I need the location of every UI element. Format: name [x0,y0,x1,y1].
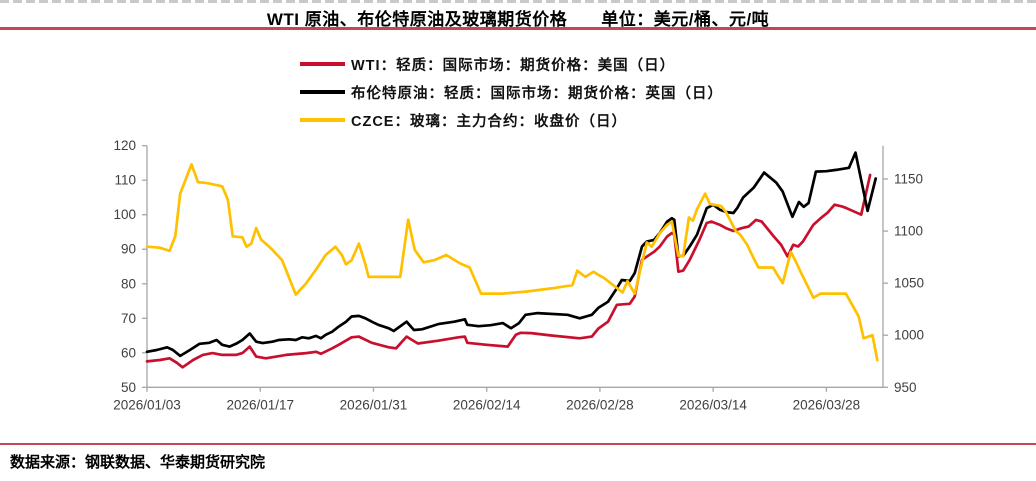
x-axis-tick-label: 2026/01/31 [340,397,408,412]
data-source-note: 数据来源：钢联数据、华泰期货研究院 [10,454,266,471]
chart-title-main: WTI 原油、布伦特原油及玻璃期货价格 [266,10,568,29]
left-axis-tick-label: 60 [121,345,136,360]
x-axis-tick-label: 2026/01/03 [113,397,181,412]
legend-item-czce: CZCE：玻璃：主力合约：收盘价（日） [300,106,723,134]
left-axis-tick-label: 120 [113,138,136,153]
right-axis-tick-label: 1100 [894,224,923,239]
brent-line-swatch [300,90,345,94]
legend-item-brent: 布伦特原油：轻质：国际市场：期货价格：英国（日） [300,78,723,106]
chart-title-unit: 单位：美元/桶、元/吨 [601,10,770,29]
left-axis-tick-label: 90 [121,242,136,257]
brent-line [145,151,878,358]
left-axis-tick-label: 110 [114,173,136,188]
left-axis-tick-label: 80 [121,276,136,291]
right-axis-tick-label: 1050 [894,276,924,291]
right-axis-tick-label: 1150 [894,172,923,187]
chart-title: WTI 原油、布伦特原油及玻璃期货价格 单位：美元/桶、元/吨 [0,5,1036,30]
left-axis-tick-label: 70 [121,311,136,326]
x-axis-tick-label: 2026/03/28 [793,397,861,412]
x-axis-tick-label: 2026/03/14 [679,397,747,412]
legend-label-czce: CZCE：玻璃：主力合约：收盘价（日） [351,113,627,130]
wti-line-swatch [300,62,345,66]
wti-line [145,173,872,369]
legend-label-brent: 布伦特原油：轻质：国际市场：期货价格：英国（日） [351,85,723,102]
right-axis-tick-label: 1000 [894,328,924,343]
footer-divider-rule [0,443,1036,445]
left-axis-tick-label: 100 [113,207,136,222]
left-axis-tick-label: 50 [121,380,136,395]
czce-line-swatch [300,118,345,122]
legend-item-wti: WTI：轻质：国际市场：期货价格：美国（日） [300,50,723,78]
title-divider-rule [0,27,1036,30]
x-axis-tick-label: 2026/02/28 [566,397,634,412]
legend-label-wti: WTI：轻质：国际市场：期货价格：美国（日） [351,57,676,74]
x-axis-tick-label: 2026/02/14 [453,397,521,412]
x-axis-tick-label: 2026/01/17 [226,397,294,412]
top-dashed-border [0,0,1036,3]
chart-legend: WTI：轻质：国际市场：期货价格：美国（日） 布伦特原油：轻质：国际市场：期货价… [300,50,723,134]
czce-line [145,163,879,362]
right-axis-tick-label: 950 [894,380,917,395]
